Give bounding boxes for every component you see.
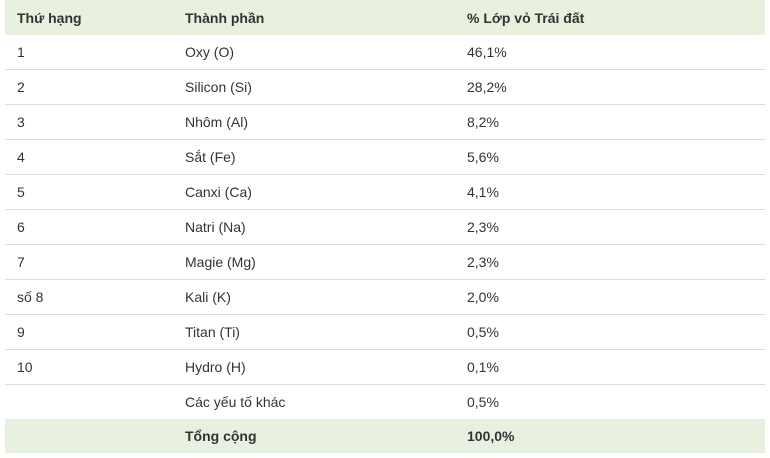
element-cell: Oxy (O): [173, 35, 455, 70]
element-cell: Các yếu tố khác: [185, 394, 286, 410]
table-row: 10 Hydro (H) 0,1%: [5, 349, 765, 385]
rank-cell: 3: [5, 104, 173, 140]
element-cell: Kali (K): [173, 279, 455, 315]
rank-cell: 10: [5, 349, 173, 385]
percent-cell: 2,3%: [455, 244, 765, 280]
total-row: Tổng cộng 100,0%: [5, 419, 765, 453]
table-row: 3 Nhôm (Al) 8,2%: [5, 104, 765, 140]
percent-cell: 0,1%: [455, 349, 765, 385]
rank-cell: 7: [5, 244, 173, 280]
rank-cell: 5: [5, 174, 173, 210]
percent-cell: 2,0%: [455, 279, 765, 315]
percent-cell: 0,5%: [467, 394, 499, 410]
total-rank-cell: [5, 419, 173, 453]
table-footer: Tổng cộng 100,0%: [5, 419, 765, 453]
header-rank: Thứ hạng: [17, 9, 82, 26]
crust-composition-table: Thứ hạng Thành phần % Lớp vỏ Trái đất 1 …: [5, 0, 765, 453]
crust-composition-table-container: Thứ hạng Thành phần % Lớp vỏ Trái đất 1 …: [5, 0, 765, 453]
element-cell: Canxi (Ca): [173, 174, 455, 210]
element-cell: Sắt (Fe): [173, 139, 455, 175]
element-cell: Natri (Na): [173, 209, 455, 245]
header-element: Thành phần: [185, 9, 265, 26]
rank-cell: 6: [5, 209, 173, 245]
rank-cell: 1: [5, 35, 173, 70]
percent-cell: 0,5%: [455, 314, 765, 350]
table-row: 7 Magie (Mg) 2,3%: [5, 244, 765, 280]
rank-cell: [5, 385, 173, 420]
rank-cell: 4: [5, 139, 173, 175]
table-row: 6 Natri (Na) 2,3%: [5, 209, 765, 245]
element-cell: Hydro (H): [173, 349, 455, 385]
total-percent: 100,0%: [467, 428, 515, 444]
percent-cell: 28,2%: [455, 69, 765, 105]
table-header: Thứ hạng Thành phần % Lớp vỏ Trái đất: [5, 0, 765, 35]
table-row: số 8 Kali (K) 2,0%: [5, 279, 765, 315]
rank-cell: 2: [5, 69, 173, 105]
rank-cell: số 8: [5, 279, 173, 315]
element-cell: Magie (Mg): [173, 244, 455, 280]
element-cell: Nhôm (Al): [173, 104, 455, 140]
table-body: 1 Oxy (O) 46,1% 2 Silicon (Si) 28,2% 3 N…: [5, 35, 765, 419]
table-row: 1 Oxy (O) 46,1%: [5, 35, 765, 70]
table-row: Các yếu tố khác 0,5%: [5, 385, 765, 420]
element-cell: Silicon (Si): [173, 69, 455, 105]
table-row: 5 Canxi (Ca) 4,1%: [5, 174, 765, 210]
total-label: Tổng cộng: [185, 428, 257, 444]
element-cell: Titan (Ti): [173, 314, 455, 350]
header-percent: % Lớp vỏ Trái đất: [467, 9, 585, 26]
header-row: Thứ hạng Thành phần % Lớp vỏ Trái đất: [5, 0, 765, 35]
percent-cell: 4,1%: [455, 174, 765, 210]
percent-cell: 8,2%: [455, 104, 765, 140]
table-row: 9 Titan (Ti) 0,5%: [5, 314, 765, 350]
table-row: 4 Sắt (Fe) 5,6%: [5, 139, 765, 175]
rank-cell: 9: [5, 314, 173, 350]
percent-cell: 46,1%: [455, 35, 765, 70]
percent-cell: 2,3%: [455, 209, 765, 245]
table-row: 2 Silicon (Si) 28,2%: [5, 69, 765, 105]
percent-cell: 5,6%: [455, 139, 765, 175]
